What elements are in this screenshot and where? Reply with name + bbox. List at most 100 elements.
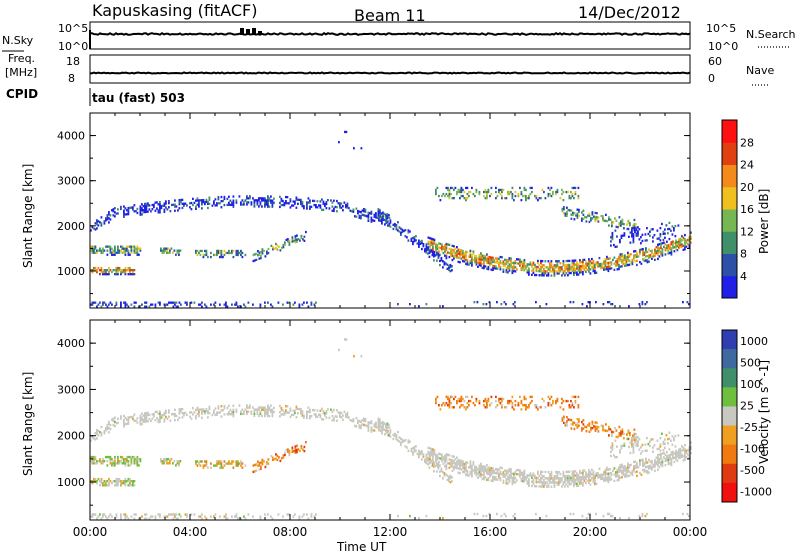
velocity-cell xyxy=(205,517,208,520)
power-cell xyxy=(142,209,145,212)
power-cell xyxy=(436,247,439,251)
power-cell xyxy=(478,192,481,196)
velocity-cell xyxy=(163,460,165,463)
power-cell xyxy=(484,255,487,258)
velocity-cell xyxy=(175,513,178,516)
noise-right-tick-bottom: 10^0 xyxy=(708,40,738,53)
velocity-cell xyxy=(522,471,524,474)
velocity-cell xyxy=(669,454,671,457)
power-cell xyxy=(99,221,101,224)
power-cell xyxy=(531,269,533,272)
velocity-cell xyxy=(670,439,672,442)
power-cell xyxy=(195,205,197,208)
power-cell xyxy=(443,263,446,266)
velocity-cell xyxy=(604,479,607,482)
velocity-cell xyxy=(667,460,670,464)
velocity-cell xyxy=(471,473,473,476)
velocity-cell xyxy=(392,437,395,441)
power-cell xyxy=(553,264,556,267)
power-cell xyxy=(556,262,559,265)
power-cell xyxy=(174,199,176,202)
power-cell xyxy=(145,206,148,209)
power-cell xyxy=(478,264,481,267)
velocity-cell xyxy=(553,481,556,484)
velocity-cell xyxy=(237,460,239,463)
power-cell xyxy=(442,247,445,251)
power-cell xyxy=(690,235,692,238)
power-cell xyxy=(241,203,244,206)
power-cell xyxy=(298,305,301,308)
velocity-cell xyxy=(517,469,520,472)
power-cell xyxy=(634,254,637,257)
power-cell xyxy=(439,253,441,256)
power-cell xyxy=(508,269,511,272)
velocity-cell xyxy=(606,472,608,476)
velocity-cell xyxy=(145,411,148,415)
power-cell xyxy=(139,205,142,208)
power-cell xyxy=(175,301,178,304)
power-cell xyxy=(649,234,651,237)
velocity-cell xyxy=(163,462,165,465)
power-cell xyxy=(286,202,289,205)
power-cell xyxy=(433,242,436,245)
velocity-cell xyxy=(199,460,202,463)
velocity-cell xyxy=(588,471,590,474)
power-cell xyxy=(207,255,209,259)
power-cell xyxy=(264,199,266,202)
velocity-cell xyxy=(511,395,514,399)
power-cell xyxy=(445,257,448,260)
power-cell xyxy=(508,257,511,260)
power-cell xyxy=(673,250,676,253)
power-cell xyxy=(658,255,661,258)
power-cell xyxy=(153,203,155,206)
velocity-cell xyxy=(246,406,248,409)
power-cell xyxy=(157,211,160,214)
power-cell xyxy=(216,249,218,253)
power-cell xyxy=(144,301,146,304)
velocity-cell xyxy=(433,453,436,456)
velocity-cell xyxy=(534,404,536,407)
velocity-cell xyxy=(260,465,262,468)
velocity-cell xyxy=(619,476,622,479)
power-cell xyxy=(499,262,502,265)
power-cell xyxy=(625,256,628,259)
velocity-cell xyxy=(582,482,584,485)
velocity-cell xyxy=(435,453,437,456)
velocity-cell xyxy=(294,513,296,516)
power-cell xyxy=(610,236,612,239)
velocity-cell xyxy=(205,462,208,465)
velocity-cell xyxy=(462,460,464,463)
velocity-cell xyxy=(611,448,614,451)
power-cell xyxy=(117,247,119,250)
velocity-cell xyxy=(547,477,550,480)
velocity-cell xyxy=(553,485,556,488)
power-cell xyxy=(556,270,559,273)
velocity-cell xyxy=(123,513,125,516)
power-cell xyxy=(499,260,502,263)
velocity-cell xyxy=(678,452,680,456)
velocity-cell xyxy=(457,459,460,462)
velocity-cell xyxy=(679,452,682,455)
velocity-cell xyxy=(442,462,445,465)
power-cell xyxy=(546,270,548,273)
power-cell xyxy=(625,258,628,261)
velocity-cell xyxy=(573,427,576,431)
velocity-cell xyxy=(674,445,677,448)
power-cell xyxy=(208,202,211,205)
power-cell xyxy=(139,209,142,212)
power-cell xyxy=(425,249,428,252)
power-cell xyxy=(285,200,287,203)
power-cell xyxy=(173,249,176,252)
velocity-cell xyxy=(202,408,205,411)
power-cell xyxy=(621,265,623,268)
power-cell xyxy=(588,258,590,261)
velocity-cell xyxy=(496,468,499,471)
velocity-cell xyxy=(100,460,103,463)
velocity-cell xyxy=(606,476,608,480)
power-cell xyxy=(163,249,165,252)
power-cell xyxy=(259,305,262,308)
velocity-cell xyxy=(483,475,485,479)
power-cell xyxy=(156,201,158,204)
velocity-cell xyxy=(543,475,545,478)
